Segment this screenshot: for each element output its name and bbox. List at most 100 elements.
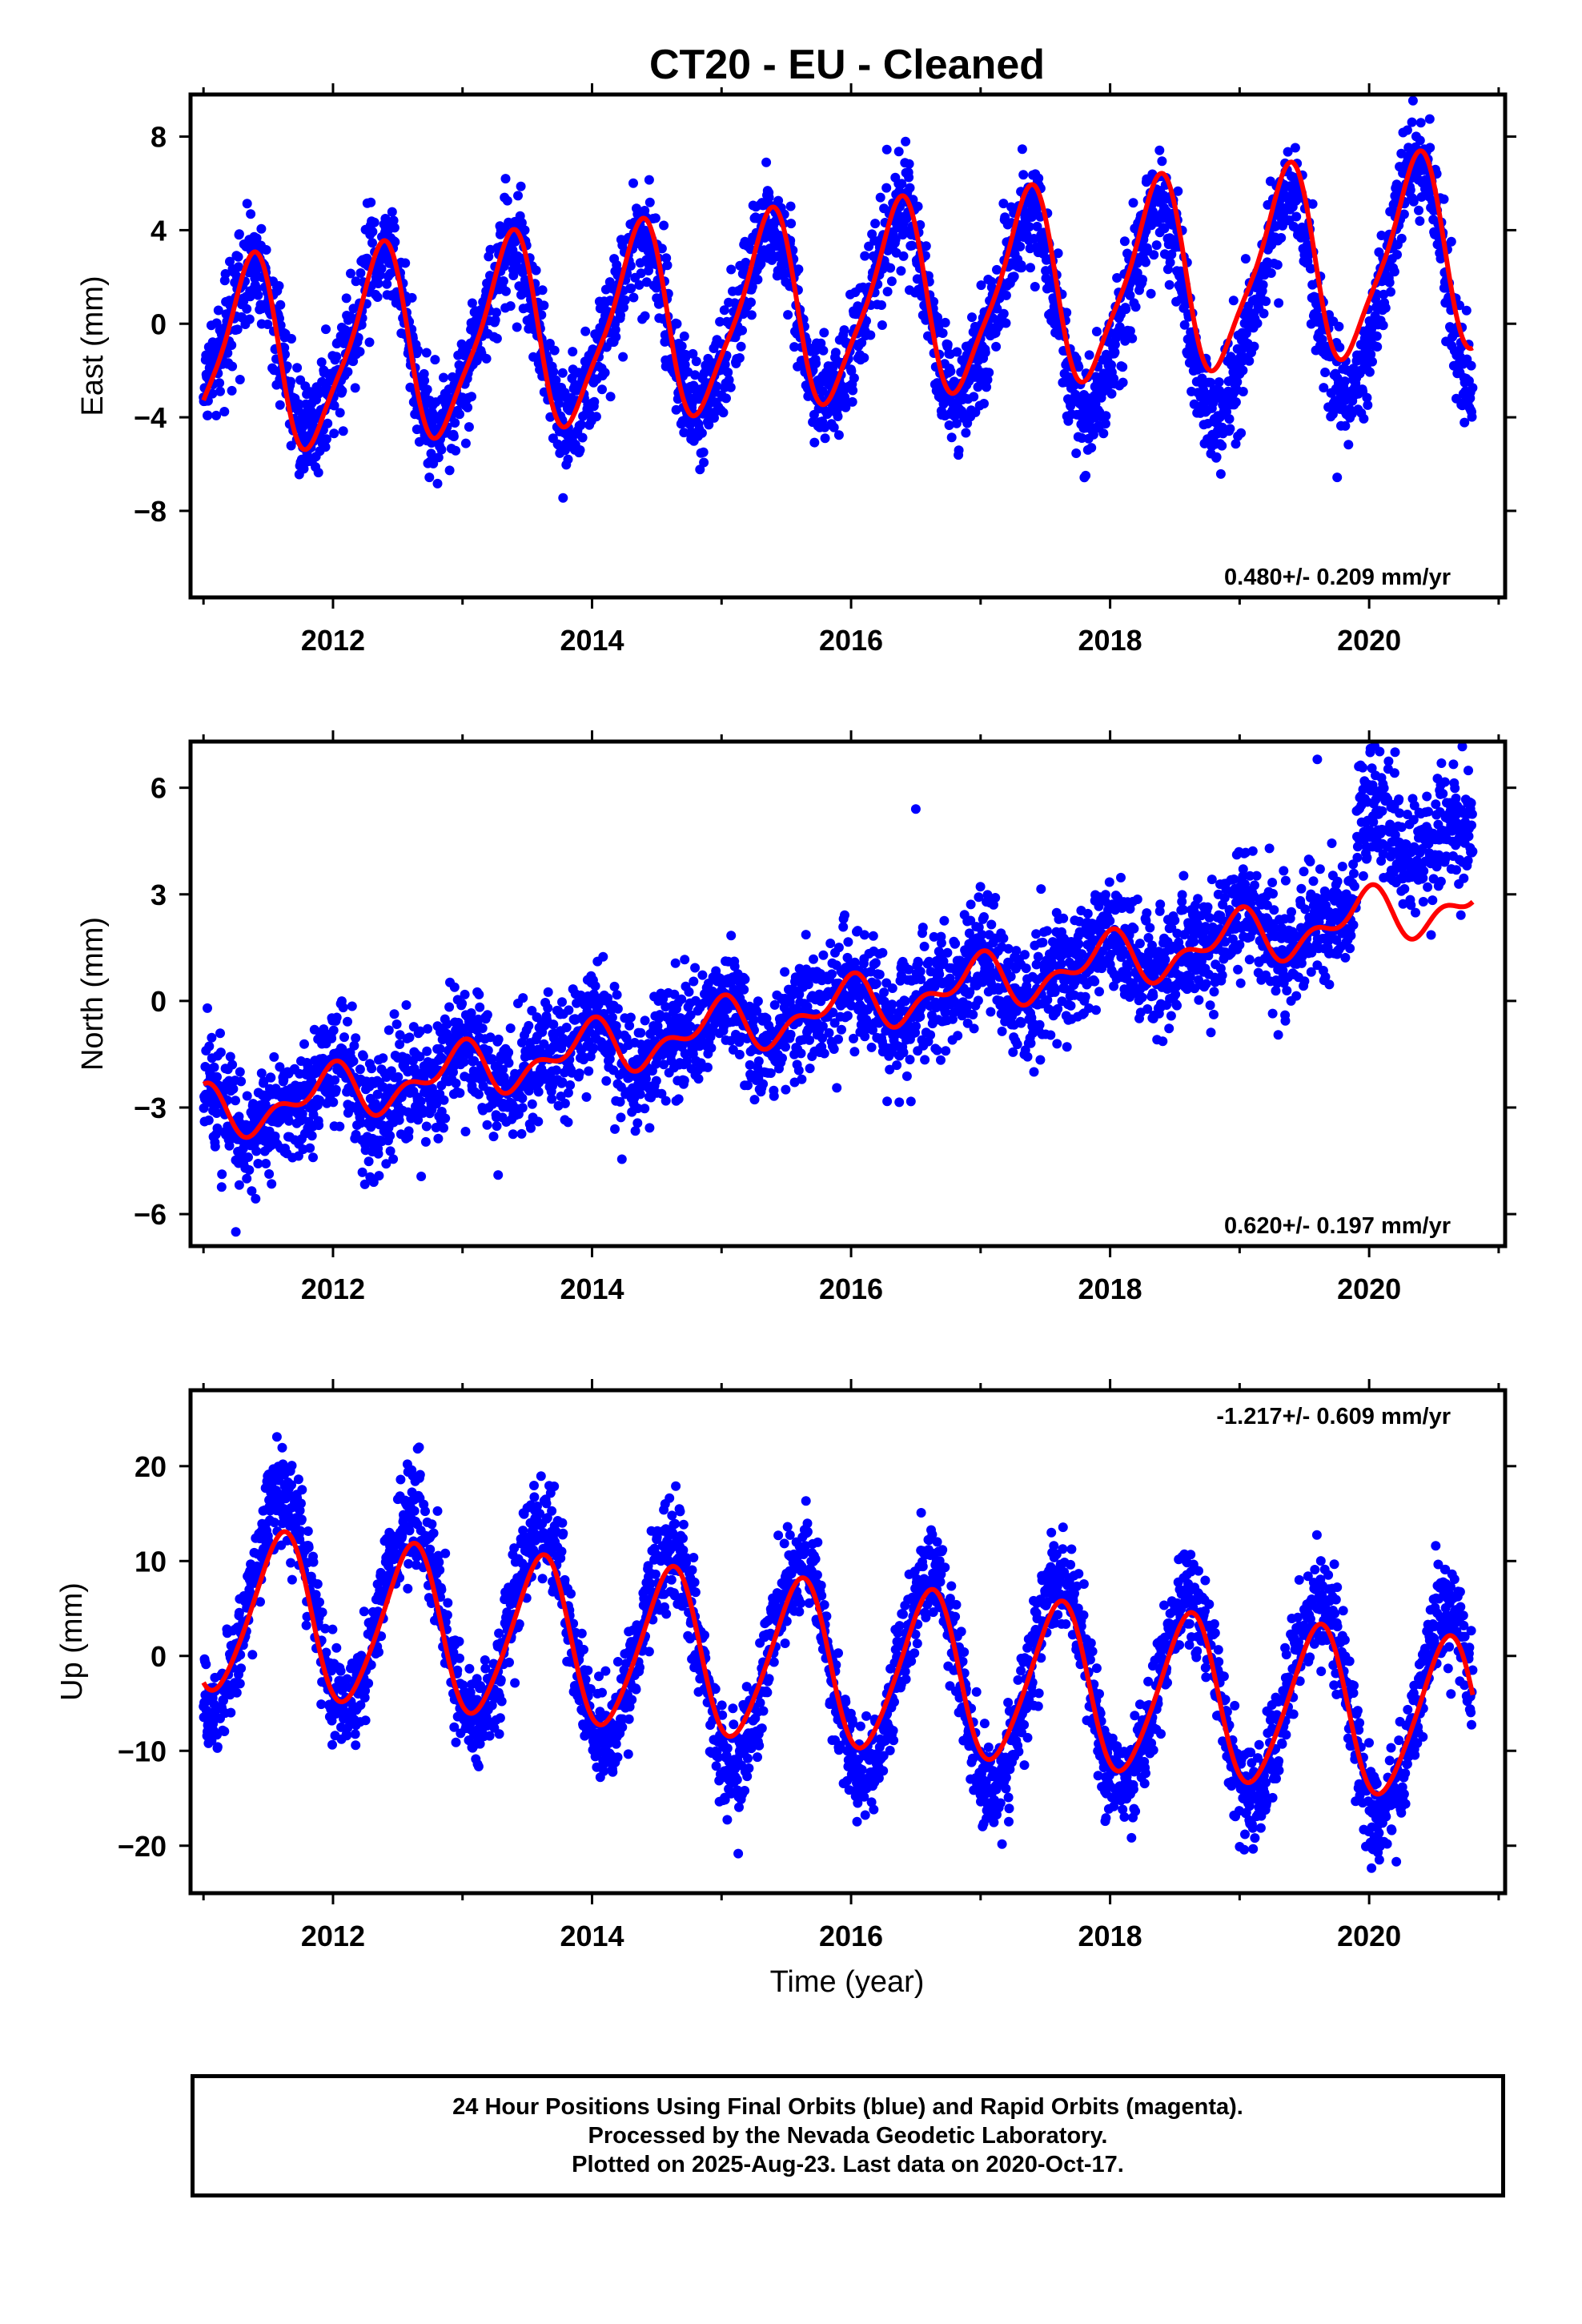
data-point xyxy=(1151,240,1162,251)
data-point xyxy=(628,292,639,303)
data-point xyxy=(817,1021,828,1031)
data-point xyxy=(1125,326,1135,336)
data-point xyxy=(338,426,348,436)
data-point xyxy=(904,159,914,169)
data-point xyxy=(1125,290,1135,300)
data-point xyxy=(747,282,757,292)
data-point xyxy=(723,368,733,377)
data-point xyxy=(616,310,625,320)
data-point xyxy=(781,1042,790,1052)
data-point xyxy=(1244,356,1255,366)
data-point xyxy=(369,217,379,227)
data-point xyxy=(868,931,878,941)
data-point xyxy=(264,1169,275,1179)
data-point xyxy=(331,352,342,362)
data-point xyxy=(374,1171,384,1181)
data-point xyxy=(644,175,654,185)
data-point xyxy=(431,1123,441,1132)
data-point xyxy=(548,367,559,377)
data-point xyxy=(389,223,400,233)
data-point xyxy=(904,172,914,183)
data-point xyxy=(395,1039,405,1049)
data-point xyxy=(1363,400,1373,410)
data-point xyxy=(729,961,740,971)
data-point xyxy=(976,280,986,291)
data-point xyxy=(487,1054,497,1064)
data-point xyxy=(630,1126,640,1136)
data-point xyxy=(625,260,636,271)
data-point xyxy=(753,275,763,285)
data-point xyxy=(1217,440,1227,451)
data-point xyxy=(1001,318,1011,328)
data-point xyxy=(460,1127,471,1136)
data-point xyxy=(355,268,366,278)
data-point xyxy=(769,1091,779,1101)
data-point xyxy=(225,256,235,267)
data-point xyxy=(870,219,881,229)
data-point xyxy=(828,1007,838,1018)
data-point xyxy=(998,308,1009,319)
data-point xyxy=(373,279,383,288)
data-point xyxy=(576,420,586,430)
data-point xyxy=(1386,287,1395,297)
data-point xyxy=(650,213,661,223)
data-point xyxy=(1112,273,1122,283)
data-point xyxy=(464,1049,474,1059)
data-point xyxy=(204,1041,215,1051)
data-point xyxy=(227,1059,238,1070)
data-points-north xyxy=(199,742,1478,1237)
data-point xyxy=(420,1136,431,1147)
data-point xyxy=(632,1104,643,1113)
data-point xyxy=(526,1123,536,1133)
data-point xyxy=(704,420,714,430)
data-point xyxy=(598,951,608,962)
data-point xyxy=(913,201,923,211)
data-point xyxy=(455,409,464,420)
data-point xyxy=(1138,275,1147,285)
data-point xyxy=(483,1045,493,1055)
data-point xyxy=(697,970,708,980)
data-point xyxy=(1461,305,1472,316)
data-point xyxy=(1236,428,1247,438)
data-point xyxy=(1325,352,1335,362)
data-point xyxy=(929,296,939,307)
data-point xyxy=(1340,420,1351,431)
data-point xyxy=(1424,114,1435,124)
data-point xyxy=(1214,377,1224,388)
data-point xyxy=(233,251,243,262)
data-point xyxy=(1416,192,1427,202)
data-point xyxy=(824,1027,834,1038)
data-point xyxy=(961,428,971,438)
data-point xyxy=(557,368,568,378)
plot-area-east xyxy=(199,95,1478,503)
data-point xyxy=(383,1025,394,1035)
data-point xyxy=(335,1121,345,1132)
data-point xyxy=(242,199,252,209)
data-point xyxy=(1101,411,1111,421)
data-point xyxy=(556,1092,566,1101)
data-point xyxy=(451,1078,461,1088)
data-point xyxy=(756,259,766,269)
x-tick-label: 2012 xyxy=(301,624,365,657)
data-point xyxy=(877,947,888,958)
data-point xyxy=(275,320,286,331)
data-point xyxy=(1091,327,1102,336)
data-point xyxy=(234,262,243,272)
data-point xyxy=(916,975,926,984)
data-point xyxy=(1026,263,1035,273)
data-point xyxy=(797,1074,807,1084)
data-point xyxy=(512,322,522,332)
data-point xyxy=(740,974,750,984)
data-point xyxy=(1425,143,1435,153)
data-point xyxy=(651,1076,661,1086)
data-point xyxy=(1415,216,1425,226)
data-point xyxy=(400,258,411,268)
data-point xyxy=(607,1012,617,1023)
data-point xyxy=(785,201,796,211)
data-point xyxy=(459,1057,469,1067)
x-tick-label: 2020 xyxy=(1337,624,1401,657)
data-point xyxy=(393,1072,404,1082)
data-point xyxy=(1231,439,1241,449)
data-point xyxy=(749,1095,760,1105)
